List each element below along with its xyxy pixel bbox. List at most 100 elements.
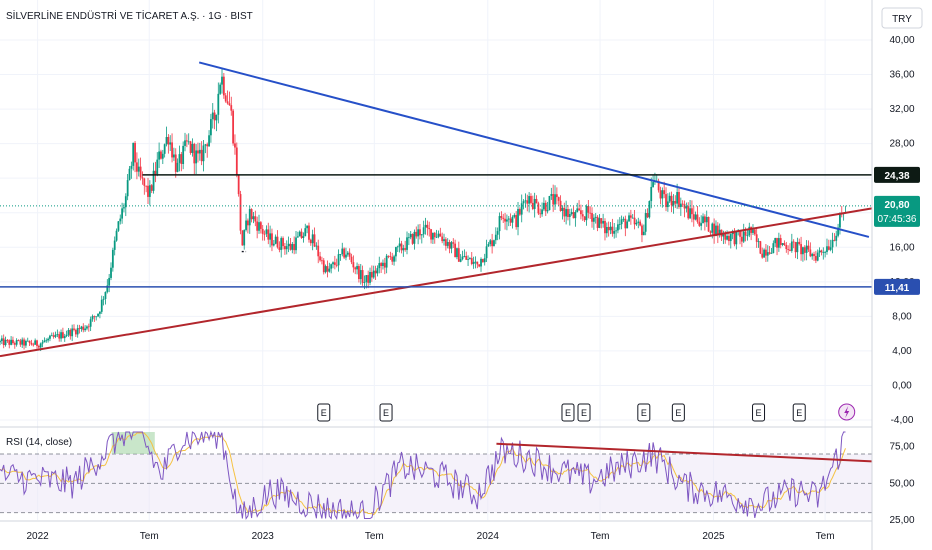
candle-body — [635, 222, 638, 225]
earnings-event-marker[interactable] — [637, 403, 651, 422]
candle-body — [456, 248, 458, 258]
candle-body — [818, 250, 821, 253]
candle-body — [779, 238, 782, 245]
candle-body — [609, 226, 612, 231]
candle-body — [348, 252, 351, 257]
time-axis[interactable]: 2022 Tem 2023 Tem 2024 Tem 2025 Tem — [26, 531, 834, 542]
candle-body — [254, 216, 257, 222]
candle-body — [646, 213, 649, 218]
candle-body — [469, 258, 471, 260]
candle-body — [766, 252, 769, 256]
candle-body — [352, 262, 355, 268]
candle-body — [493, 240, 495, 247]
rsi-trendline[interactable] — [496, 442, 873, 463]
candle-body — [487, 244, 490, 247]
candle-body — [835, 235, 838, 241]
candle-body — [398, 243, 401, 247]
candle-body — [570, 212, 573, 215]
candle-body — [711, 223, 714, 233]
candle-body — [195, 150, 198, 164]
rsi-line — [0, 430, 846, 520]
candle-body — [145, 185, 148, 187]
candle-body — [454, 243, 457, 258]
candle-body — [235, 147, 238, 175]
candle-body — [124, 196, 127, 208]
candle-body — [247, 220, 249, 226]
candle-body — [770, 252, 773, 254]
red-trendline[interactable] — [0, 207, 873, 358]
candle-body — [230, 105, 233, 111]
candle-body — [685, 206, 688, 209]
candle-body — [321, 260, 323, 262]
candle-body — [335, 264, 338, 266]
support-level-tag-label: 11,41 — [885, 283, 910, 294]
candle-body — [63, 336, 66, 339]
candle-body — [742, 231, 745, 242]
candle-body — [687, 206, 690, 219]
candle-body — [407, 237, 410, 239]
candle-body — [672, 200, 675, 206]
candle-body — [372, 270, 375, 278]
candle-body — [463, 255, 466, 257]
rsi-axis[interactable]: 75,00 50,00 25,00 — [889, 442, 914, 526]
lightning-icon — [844, 406, 850, 418]
rsi-title[interactable]: RSI (14, close) — [6, 437, 72, 448]
candle-body — [618, 224, 621, 225]
candle-body — [511, 216, 514, 223]
earnings-event-marker[interactable] — [561, 403, 575, 422]
candle-body — [483, 258, 486, 263]
candle-body — [827, 246, 830, 250]
candle-body — [259, 222, 262, 229]
price-tick-label: 32,00 — [889, 104, 914, 115]
candle-body — [126, 180, 129, 197]
overlays — [0, 61, 873, 358]
candle-body — [95, 316, 98, 318]
candle-body — [272, 243, 275, 246]
candle-body — [6, 339, 9, 341]
candle-body — [206, 144, 209, 147]
candle-body — [515, 215, 518, 228]
earnings-event-marker[interactable] — [317, 403, 331, 422]
candle-body — [39, 343, 42, 348]
earnings-event-marker[interactable] — [752, 403, 766, 422]
earnings-event-label: E — [383, 408, 389, 418]
candle-body — [572, 212, 575, 219]
candle-body — [211, 112, 214, 120]
rsi-tick-label: 50,00 — [889, 478, 914, 489]
candle-body — [498, 216, 501, 232]
candle-body — [215, 114, 218, 121]
candle-body — [354, 267, 357, 270]
candle-body — [430, 229, 432, 240]
candle-body — [121, 208, 124, 219]
candle-body — [147, 185, 149, 197]
candle-body — [555, 194, 558, 198]
candle-body — [496, 231, 499, 235]
candle-body — [295, 237, 297, 251]
earnings-event-marker[interactable] — [671, 403, 685, 422]
candle-body — [728, 235, 730, 242]
candle-body — [184, 140, 186, 146]
earnings-event-marker[interactable] — [379, 403, 393, 422]
blue-trendline[interactable] — [198, 61, 870, 238]
price-tick-label: 0,00 — [892, 380, 912, 391]
earnings-event-marker[interactable] — [577, 403, 591, 422]
candle-body — [707, 217, 710, 232]
candle-body — [311, 234, 314, 244]
candle-body — [74, 329, 77, 335]
candle-body — [119, 218, 122, 222]
candle-body — [189, 141, 192, 153]
candle-body — [753, 229, 756, 235]
candle-body — [419, 229, 421, 236]
time-tick-label: Tem — [140, 531, 159, 542]
candle-body — [476, 261, 479, 265]
candle-body — [28, 340, 31, 343]
candle-body — [287, 243, 290, 247]
candle-body — [648, 201, 651, 218]
candle-body — [432, 232, 434, 240]
currency-button[interactable] — [881, 7, 923, 29]
earnings-event-marker[interactable] — [792, 403, 806, 422]
candle-body — [796, 241, 799, 253]
candle-body — [552, 194, 555, 205]
